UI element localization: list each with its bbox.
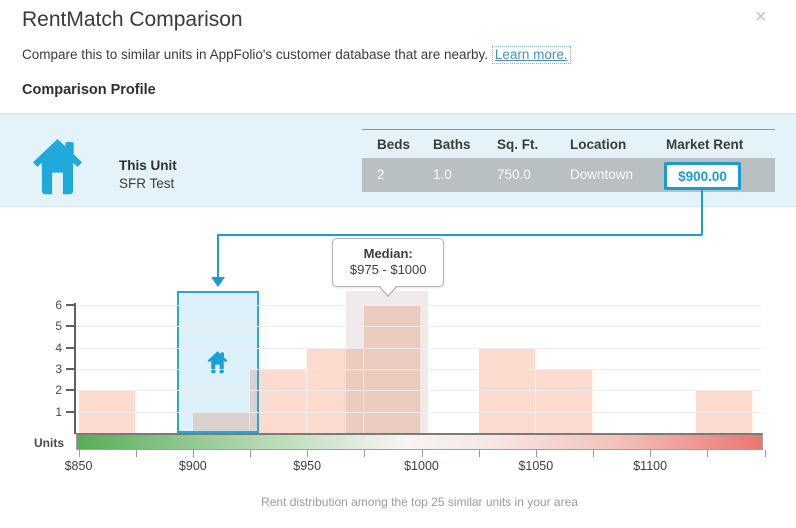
x-axis-tick-label: $1000 [404,459,439,473]
column-header-baths: Baths [433,137,471,152]
gridline [76,305,762,307]
y-axis-tick [66,368,74,370]
x-axis-tick-label: $1050 [518,459,554,473]
y-axis-tick [66,410,74,413]
column-header-market-rent: Market Rent [666,137,744,152]
y-axis-tick-label: 2 [55,383,62,398]
x-axis-tick [250,450,251,457]
x-axis-tick [78,450,80,457]
section-title: Comparison Profile [22,82,156,98]
x-axis-tick [307,450,309,457]
location-value: Downtown [570,167,634,182]
x-axis-tick-label: $850 [64,459,93,473]
median-highlight-band [346,291,429,433]
x-axis-tick [478,450,480,457]
x-axis-tick-label: $950 [293,459,322,473]
connector-line-vertical-left [216,236,219,277]
y-axis-tick [66,304,74,307]
column-header-beds: Beds [377,137,411,152]
baths-value: 1.0 [433,167,452,182]
home-marker-icon [208,351,228,374]
gridline [76,390,762,392]
x-axis-tick [135,450,137,457]
y-axis-title: Units [34,436,64,450]
subtitle: Compare this to similar units in AppFoli… [22,46,571,64]
y-axis-tick [66,325,74,328]
page-title: RentMatch Comparison [22,8,243,31]
beds-value: 2 [377,167,385,182]
gridline [76,326,762,328]
y-axis-tick-label: 4 [55,340,62,355]
y-axis-tick-label: 6 [55,298,62,313]
close-icon[interactable]: ✕ [754,9,768,26]
x-axis-tick-label: $1100 [633,459,668,473]
histogram-bar [535,369,593,433]
unit-name: SFR Test [119,176,175,191]
this-unit-label: This Unit [119,158,177,173]
chart-caption: Rent distribution among the top 25 simil… [261,495,578,509]
arrow-down-icon [210,277,225,287]
x-axis-tick [535,450,537,457]
subtitle-text: Compare this to similar units in AppFoli… [22,47,489,62]
x-axis-tick [593,450,594,457]
rent-gradient-scale [76,433,763,450]
learn-more-link[interactable]: Learn more. [491,46,571,64]
connector-line-horizontal [216,234,702,236]
median-callout-value: $975 - $1000 [349,262,427,277]
y-axis-tick-label: 1 [55,404,62,419]
column-header-location: Location [570,137,627,152]
column-header-sqft: Sq. Ft. [497,137,539,152]
x-axis-tick [764,450,766,457]
x-axis-tick [192,450,194,457]
connector-line-vertical-right [701,190,703,235]
gridline [76,347,762,349]
y-axis-tick [66,346,74,349]
table-top-border [362,129,775,130]
x-axis-tick [364,450,366,457]
market-rent-value-box[interactable]: $900.00 [664,162,741,190]
x-axis-tick [421,450,423,457]
y-axis-tick [66,389,74,392]
gridline [76,411,762,413]
x-axis-tick [650,450,652,457]
gridline [76,369,762,370]
x-axis-tick-label: $900 [178,459,207,473]
y-axis-tick-label: 3 [55,362,62,376]
median-callout: Median: $975 - $1000 [332,238,445,297]
histogram-bar [250,369,308,433]
y-axis-line [74,303,76,434]
x-axis-tick [707,450,709,457]
house-icon [32,139,83,195]
sqft-value: 750.0 [497,167,531,182]
y-axis-tick-label: 5 [55,319,62,334]
histogram-bar [192,411,250,433]
median-callout-title: Median: [363,246,413,261]
